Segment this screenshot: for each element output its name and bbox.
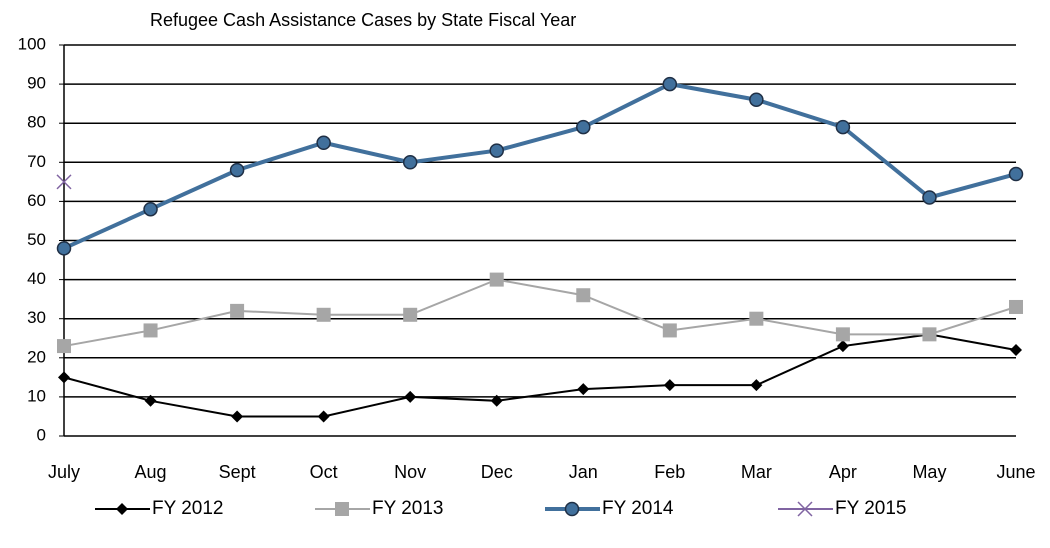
marker	[143, 201, 158, 217]
x-tick-label: Mar	[741, 462, 772, 482]
marker	[835, 327, 850, 342]
marker	[1009, 299, 1023, 314]
legend-marker	[116, 503, 128, 515]
marker	[1010, 343, 1022, 356]
x-tick-label: Aug	[135, 462, 167, 482]
y-tick-label: 60	[27, 191, 46, 210]
marker	[56, 174, 72, 190]
legend-marker	[797, 501, 813, 517]
y-tick-label: 0	[37, 425, 46, 444]
marker	[489, 143, 504, 158]
marker	[749, 92, 764, 107]
chart-title: Refugee Cash Assistance Cases by State F…	[150, 10, 576, 30]
legend-label: FY 2012	[152, 498, 223, 519]
y-tick-label: 10	[27, 386, 46, 405]
marker	[489, 272, 504, 287]
y-tick-label: 100	[18, 34, 46, 53]
marker	[663, 379, 676, 392]
marker	[749, 311, 764, 326]
legend-label: FY 2015	[835, 498, 906, 519]
y-tick-label: 30	[27, 308, 46, 327]
legend-label: FY 2013	[372, 498, 443, 519]
marker	[662, 323, 677, 338]
marker	[1008, 166, 1024, 182]
x-tick-label: July	[48, 462, 80, 482]
marker	[144, 394, 157, 407]
marker	[402, 155, 418, 170]
x-tick-label: Dec	[481, 462, 513, 482]
marker	[750, 379, 763, 392]
series-line	[63, 278, 1017, 348]
marker	[922, 190, 937, 205]
legend-marker	[564, 501, 580, 517]
marker	[836, 340, 849, 353]
marker	[922, 327, 937, 342]
marker	[662, 76, 678, 92]
marker	[316, 307, 331, 322]
series-line	[63, 333, 1017, 418]
marker	[576, 288, 591, 303]
marker	[230, 303, 245, 318]
marker	[316, 135, 331, 150]
marker	[576, 119, 591, 135]
y-tick-label: 50	[27, 230, 46, 249]
marker	[490, 394, 503, 407]
x-tick-label: Nov	[394, 462, 426, 482]
marker	[58, 371, 70, 384]
x-tick-label: Oct	[310, 462, 338, 482]
legend-marker	[335, 502, 349, 516]
legend-label: FY 2014	[602, 498, 674, 519]
series-line	[63, 82, 1017, 251]
x-tick-label: Jan	[569, 462, 598, 482]
marker	[56, 241, 72, 256]
y-tick-label: 20	[27, 347, 46, 366]
x-tick-label: Sept	[219, 462, 256, 482]
x-tick-label: May	[912, 462, 946, 482]
marker	[577, 383, 590, 396]
y-tick-label: 40	[27, 269, 46, 288]
x-tick-label: Feb	[654, 462, 685, 482]
x-tick-label: June	[996, 462, 1035, 482]
marker	[231, 410, 244, 423]
marker	[57, 339, 71, 354]
marker	[317, 410, 330, 423]
y-tick-label: 70	[27, 152, 46, 171]
y-tick-label: 90	[27, 74, 46, 93]
marker	[229, 162, 245, 178]
marker	[835, 119, 851, 135]
marker	[143, 323, 158, 338]
y-tick-label: 80	[27, 113, 46, 132]
marker	[404, 390, 417, 403]
marker	[403, 307, 418, 322]
x-tick-label: Apr	[829, 462, 857, 482]
